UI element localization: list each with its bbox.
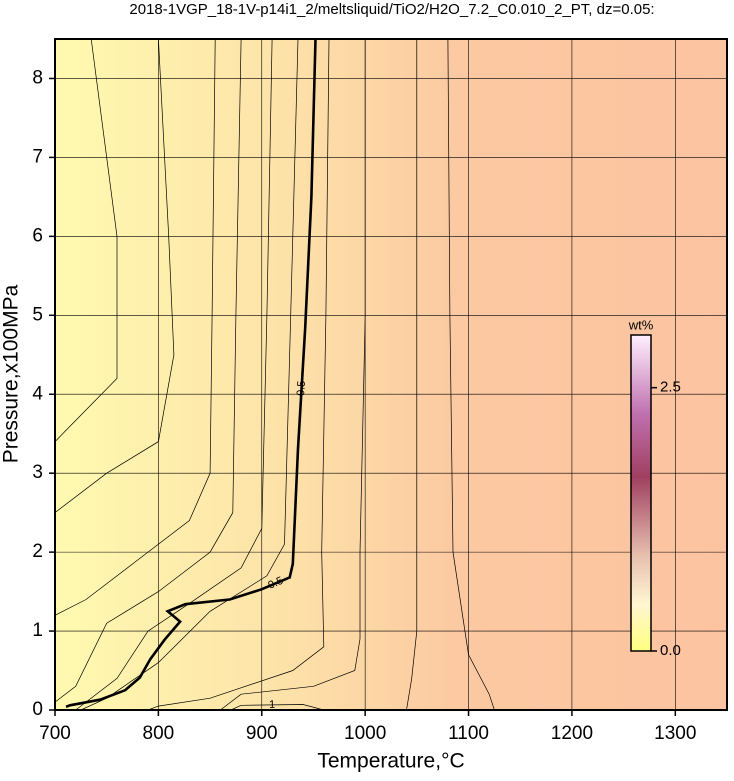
colorbar-tick-label: 0.0 — [660, 642, 681, 659]
x-axis-label: Temperature,°C — [317, 750, 464, 773]
y-tick-label: 2 — [32, 541, 43, 562]
x-tick-label: 1300 — [654, 723, 696, 744]
contour-line — [54, 38, 216, 616]
contour-line — [230, 704, 324, 711]
contour-line — [54, 38, 175, 513]
y-tick-label: 4 — [32, 383, 43, 404]
y-tick-label: 3 — [32, 462, 43, 483]
x-tick-label: 1000 — [344, 723, 386, 744]
contour-line — [406, 39, 418, 711]
contour-label: 1 — [269, 699, 275, 711]
chart-title: 2018-1VGP_18-1V-p14i1_2/meltsliquid/TiO2… — [129, 1, 654, 18]
colorbar-label: wt% — [628, 317, 654, 332]
contour-line — [54, 38, 242, 703]
contour-line — [75, 38, 273, 711]
y-tick-label: 1 — [32, 620, 43, 641]
y-tick-label: 0 — [32, 699, 43, 720]
y-tick-label: 8 — [32, 67, 43, 88]
contour-label: 0.5 — [266, 575, 285, 592]
y-tick-label: 5 — [32, 304, 43, 325]
field — [55, 39, 727, 710]
x-tick-label: 900 — [246, 723, 278, 744]
y-tick-label: 7 — [32, 146, 43, 167]
x-tick-label: 700 — [39, 723, 71, 744]
contour-line — [447, 38, 495, 711]
x-tick-label: 800 — [143, 723, 175, 744]
x-tick-label: 1100 — [448, 723, 489, 744]
x-tick-label: 1200 — [551, 723, 593, 744]
contour-label: 0.5 — [295, 380, 308, 396]
contour-line — [54, 38, 118, 442]
colorbar-tick-label: 2.5 — [660, 379, 681, 396]
colorbar — [630, 334, 652, 652]
plot-area: 0.5 0.5 1 — [54, 38, 727, 711]
y-tick-label: 6 — [32, 225, 43, 246]
frame — [54, 38, 728, 711]
contour-line — [147, 38, 330, 711]
y-axis-label: Pressure,x100MPa — [0, 284, 23, 463]
contour-line — [80, 38, 299, 711]
contour-line — [220, 39, 366, 711]
contour-line — [65, 38, 317, 709]
